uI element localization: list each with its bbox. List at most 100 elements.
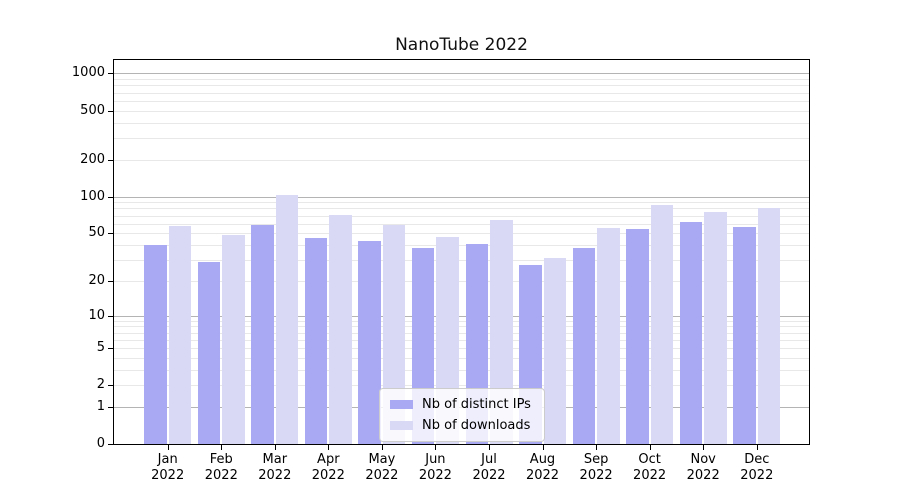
bar-downloads-feb [222, 235, 245, 445]
bar-distinct-ips-feb [197, 261, 221, 445]
bar-distinct-ips-jan [144, 245, 167, 445]
gridline-minor-2 [113, 385, 810, 387]
x-tick-mark-jul [489, 445, 490, 450]
x-tick-label-jun: Jun 2022 [418, 452, 452, 483]
y-tick-label-20: 20 [88, 272, 105, 288]
bar-distinct-ips-dec [733, 227, 756, 445]
x-tick-label-aug: Aug 2022 [525, 452, 560, 483]
x-tick-label-sep: Sep 2022 [579, 452, 613, 483]
gridline-minor-60 [113, 223, 810, 225]
x-tick-mark-may [381, 445, 383, 450]
gridline-minor-800 [113, 85, 810, 87]
y-tick-label-100: 100 [80, 188, 105, 204]
y-tick-mark-50 [108, 233, 113, 235]
y-tick-label-500: 500 [80, 102, 105, 118]
x-tick-label-jan: Jan 2022 [151, 452, 185, 483]
gridline-minor-200 [113, 159, 810, 161]
y-tick-label-10: 10 [88, 307, 105, 323]
gridline-minor-500 [113, 110, 810, 112]
gridline-minor-30 [113, 260, 810, 261]
gridline-minor-400 [113, 122, 810, 124]
gridline-minor-6 [113, 339, 810, 341]
y-tick-mark-100 [108, 196, 113, 198]
legend-entry-downloads: Nb of downloads [390, 417, 534, 434]
y-tick-mark-500 [108, 110, 113, 112]
gridline-minor-4 [113, 357, 810, 359]
x-tick-label-apr: Apr 2022 [311, 452, 345, 483]
x-tick-mark-nov [703, 445, 705, 450]
bar-downloads-jan [168, 226, 192, 445]
gridline-minor-600 [113, 100, 810, 102]
legend-swatch-distinct-ips [390, 400, 413, 409]
gridline-major-100 [113, 196, 810, 198]
y-tick-label-1000: 1000 [71, 65, 105, 81]
x-tick-mark-jun [435, 445, 437, 450]
x-tick-mark-apr [328, 445, 330, 450]
gridline-minor-3 [113, 369, 810, 371]
y-tick-mark-10 [108, 315, 113, 317]
bar-distinct-ips-sep [572, 247, 596, 445]
bar-distinct-ips-apr [304, 237, 328, 445]
legend-swatch-downloads [390, 421, 413, 430]
x-tick-label-oct: Oct 2022 [633, 452, 667, 483]
x-tick-mark-sep [596, 445, 598, 450]
y-tick-mark-2 [108, 385, 113, 387]
x-tick-label-dec: Dec 2022 [740, 452, 774, 483]
y-tick-label-1: 1 [96, 399, 105, 415]
gridline-minor-8 [113, 326, 810, 328]
plot-area: Nb of distinct IPs Nb of downloads [113, 59, 810, 445]
gridline-minor-40 [113, 245, 810, 246]
y-tick-mark-200 [108, 159, 113, 161]
legend-label-distinct-ips: Nb of distinct IPs [422, 397, 531, 412]
bar-distinct-ips-may [358, 241, 381, 445]
bar-distinct-ips-nov [679, 221, 703, 445]
gridlines-layer [113, 59, 810, 445]
gridline-minor-7 [113, 332, 810, 334]
x-tick-mark-jan [167, 445, 169, 450]
gridline-minor-70 [113, 215, 810, 217]
gridline-major-10 [113, 315, 810, 317]
y-tick-mark-1 [108, 407, 113, 409]
gridline-minor-900 [113, 79, 810, 81]
bar-downloads-oct [650, 205, 674, 445]
gridline-minor-5 [113, 348, 810, 350]
x-tick-mark-dec [756, 445, 758, 450]
bar-downloads-apr [329, 214, 352, 445]
x-tick-label-mar: Mar 2022 [258, 452, 292, 483]
gridline-minor-9 [113, 320, 810, 322]
y-tick-label-5: 5 [96, 340, 105, 356]
gridline-minor-20 [113, 280, 810, 282]
y-tick-mark-5 [108, 348, 113, 350]
x-tick-label-feb: Feb 2022 [204, 452, 238, 483]
legend-entry-distinct-ips: Nb of distinct IPs [390, 396, 534, 413]
x-tick-label-nov: Nov 2022 [686, 452, 720, 483]
bar-downloads-aug [543, 258, 566, 445]
x-tick-mark-feb [221, 445, 223, 450]
bar-downloads-dec [757, 207, 781, 445]
y-tick-mark-0 [108, 444, 113, 446]
gridline-major-1000 [113, 73, 810, 75]
gridline-minor-50 [113, 233, 810, 235]
chart-title: NanoTube 2022 [395, 35, 528, 55]
gridline-minor-300 [113, 137, 810, 139]
x-tick-mark-oct [649, 445, 651, 450]
x-tick-label-may: May 2022 [365, 452, 399, 483]
legend-label-downloads: Nb of downloads [422, 418, 531, 433]
y-tick-label-0: 0 [96, 436, 105, 452]
x-tick-label-jul: Jul 2022 [472, 452, 506, 483]
bar-distinct-ips-mar [251, 224, 274, 445]
y-tick-label-50: 50 [88, 225, 105, 241]
x-tick-mark-aug [542, 445, 544, 450]
gridline-minor-700 [113, 92, 810, 94]
y-tick-mark-20 [108, 280, 113, 282]
bar-distinct-ips-oct [626, 229, 649, 445]
legend: Nb of distinct IPs Nb of downloads [379, 388, 545, 442]
bars-layer [113, 59, 810, 445]
gridline-minor-80 [113, 208, 810, 210]
y-tick-label-2: 2 [96, 377, 105, 393]
bar-downloads-mar [275, 195, 299, 445]
y-tick-label-200: 200 [80, 151, 105, 167]
bar-downloads-sep [597, 228, 620, 445]
y-tick-mark-1000 [108, 73, 113, 75]
